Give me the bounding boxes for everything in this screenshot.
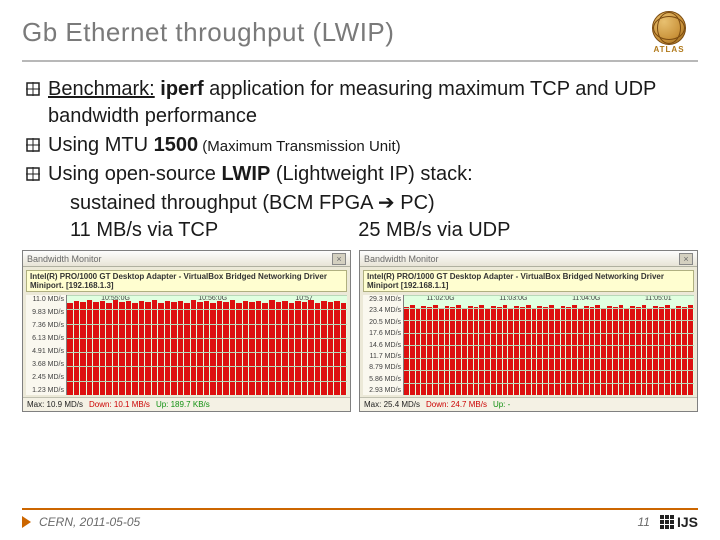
bullet-1-text: Benchmark: iperf application for measuri…: [48, 76, 698, 130]
ijs-logo: IJS: [660, 514, 698, 530]
bullet-3-bold: LWIP: [221, 163, 270, 185]
tcp-udp-row: 11 MB/s via TCP 25 MB/s via UDP: [26, 217, 698, 244]
close-icon[interactable]: ×: [679, 253, 693, 265]
tcp-value: 11 MB/s via TCP: [70, 217, 218, 244]
page-number: 11: [638, 515, 650, 529]
bullet-1-bold: iperf: [155, 78, 209, 100]
bullet-2-text: Using MTU 1500 (Maximum Transmission Uni…: [48, 132, 698, 159]
chart-area: 11.0 MD/s9.83 MD/s7.36 MD/s6.13 MD/s4.91…: [26, 295, 347, 395]
footer-row: CERN, 2011-05-05 11 IJS: [22, 514, 698, 530]
globe-icon: [652, 11, 686, 45]
slide: Gb Ethernet throughput (LWIP) ATLAS Benc…: [0, 0, 720, 540]
footer: CERN, 2011-05-05 11 IJS: [22, 508, 698, 530]
bullet-1: Benchmark: iperf application for measuri…: [26, 76, 698, 130]
bandwidth-window-right: Bandwidth Monitor × Intel(R) PRO/1000 GT…: [359, 250, 698, 412]
close-icon[interactable]: ×: [332, 253, 346, 265]
bullet-3-suffix: (Lightweight IP) stack:: [270, 163, 472, 185]
bullet-icon: [26, 138, 40, 152]
bullet-3-line2: sustained throughput (BCM FPGA ➔ PC): [26, 190, 698, 217]
window-title: Bandwidth Monitor: [27, 254, 102, 264]
window-titlebar: Bandwidth Monitor ×: [360, 251, 697, 267]
status-max: Max: 25.4 MD/s: [364, 400, 420, 409]
bullet-3-text: Using open-source LWIP (Lightweight IP) …: [48, 161, 698, 188]
plot-area: 10:55:0G10:56:0G10:57: [66, 295, 347, 395]
adapter-label: Intel(R) PRO/1000 GT Desktop Adapter - V…: [363, 270, 694, 292]
status-up: Up: 189.7 KB/s: [156, 400, 210, 409]
status-bar: Max: 25.4 MD/s Down: 24.7 MB/s Up: -: [360, 397, 697, 411]
ijs-text: IJS: [677, 514, 698, 530]
bullet-2-bold: 1500: [154, 134, 199, 156]
window-titlebar: Bandwidth Monitor ×: [23, 251, 350, 267]
footer-venue: CERN, 2011-05-05: [39, 515, 140, 529]
bullet-icon: [26, 167, 40, 181]
window-title: Bandwidth Monitor: [364, 254, 439, 264]
bullet-2-suffix: (Maximum Transmission Unit): [198, 138, 401, 155]
charts-row: Bandwidth Monitor × Intel(R) PRO/1000 GT…: [22, 250, 698, 412]
status-max: Max: 10.9 MD/s: [27, 400, 83, 409]
bullet-2: Using MTU 1500 (Maximum Transmission Uni…: [26, 132, 698, 159]
y-axis: 29.3 MD/s23.4 MD/s20.5 MD/s17.6 MD/s14.6…: [363, 295, 403, 395]
atlas-text: ATLAS: [653, 45, 684, 54]
ijs-dots-icon: [660, 515, 674, 529]
y-axis: 11.0 MD/s9.83 MD/s7.36 MD/s6.13 MD/s4.91…: [26, 295, 66, 395]
title-row: Gb Ethernet throughput (LWIP) ATLAS: [22, 10, 698, 54]
adapter-label: Intel(R) PRO/1000 GT Desktop Adapter - V…: [26, 270, 347, 292]
bullet-icon: [26, 82, 40, 96]
bullet-3-prefix: Using open-source: [48, 163, 221, 185]
atlas-logo: ATLAS: [640, 10, 698, 54]
status-down: Down: 24.7 MB/s: [426, 400, 487, 409]
bandwidth-window-left: Bandwidth Monitor × Intel(R) PRO/1000 GT…: [22, 250, 351, 412]
page-title: Gb Ethernet throughput (LWIP): [22, 17, 394, 48]
udp-value: 25 MB/s via UDP: [358, 217, 510, 244]
triangle-icon: [22, 516, 31, 528]
status-down: Down: 10.1 MB/s: [89, 400, 150, 409]
status-up: Up: -: [493, 400, 510, 409]
bullet-3: Using open-source LWIP (Lightweight IP) …: [26, 161, 698, 188]
bullets: Benchmark: iperf application for measuri…: [22, 76, 698, 244]
bullet-2-prefix: Using MTU: [48, 134, 154, 156]
status-bar: Max: 10.9 MD/s Down: 10.1 MB/s Up: 189.7…: [23, 397, 350, 411]
plot-area: 11:02:0G11:03:0G11:04:0G11:05:01: [403, 295, 694, 395]
header-rule: [22, 60, 698, 62]
chart-area: 29.3 MD/s23.4 MD/s20.5 MD/s17.6 MD/s14.6…: [363, 295, 694, 395]
bullet-1-prefix: Benchmark:: [48, 78, 155, 100]
footer-rule: [22, 508, 698, 510]
